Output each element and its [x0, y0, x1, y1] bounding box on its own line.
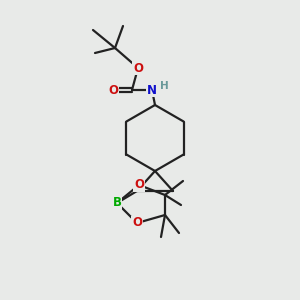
Text: H: H — [160, 81, 168, 91]
Text: O: O — [133, 61, 143, 74]
Text: O: O — [132, 217, 142, 230]
Text: O: O — [134, 178, 144, 191]
Text: N: N — [147, 83, 157, 97]
Text: O: O — [108, 83, 118, 97]
Text: B: B — [112, 196, 122, 209]
